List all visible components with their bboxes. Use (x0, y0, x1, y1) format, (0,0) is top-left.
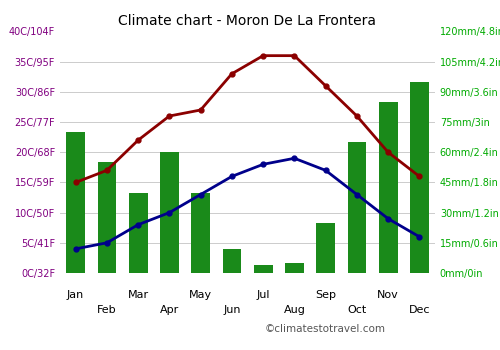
Text: Oct: Oct (347, 305, 366, 315)
Bar (410, 82, 429, 273)
Bar (66, 132, 85, 273)
Text: Dec: Dec (408, 305, 430, 315)
Text: Jan: Jan (67, 290, 84, 300)
Text: Sep: Sep (315, 290, 336, 300)
Bar (379, 102, 398, 273)
Text: Apr: Apr (160, 305, 179, 315)
Bar (98, 162, 116, 273)
Text: May: May (189, 290, 212, 300)
Title: Climate chart - Moron De La Frontera: Climate chart - Moron De La Frontera (118, 14, 376, 28)
Text: Jun: Jun (223, 305, 240, 315)
Bar (160, 152, 179, 273)
Text: Mar: Mar (128, 290, 148, 300)
Bar (129, 193, 148, 273)
Text: Aug: Aug (284, 305, 306, 315)
Bar (254, 265, 272, 273)
Text: Nov: Nov (378, 290, 399, 300)
Bar (316, 223, 335, 273)
Bar (348, 142, 366, 273)
Bar (285, 263, 304, 273)
Bar (191, 193, 210, 273)
Bar (222, 249, 241, 273)
Text: Feb: Feb (97, 305, 116, 315)
Text: ©climatestotravel.com: ©climatestotravel.com (265, 324, 386, 334)
Text: Jul: Jul (256, 290, 270, 300)
